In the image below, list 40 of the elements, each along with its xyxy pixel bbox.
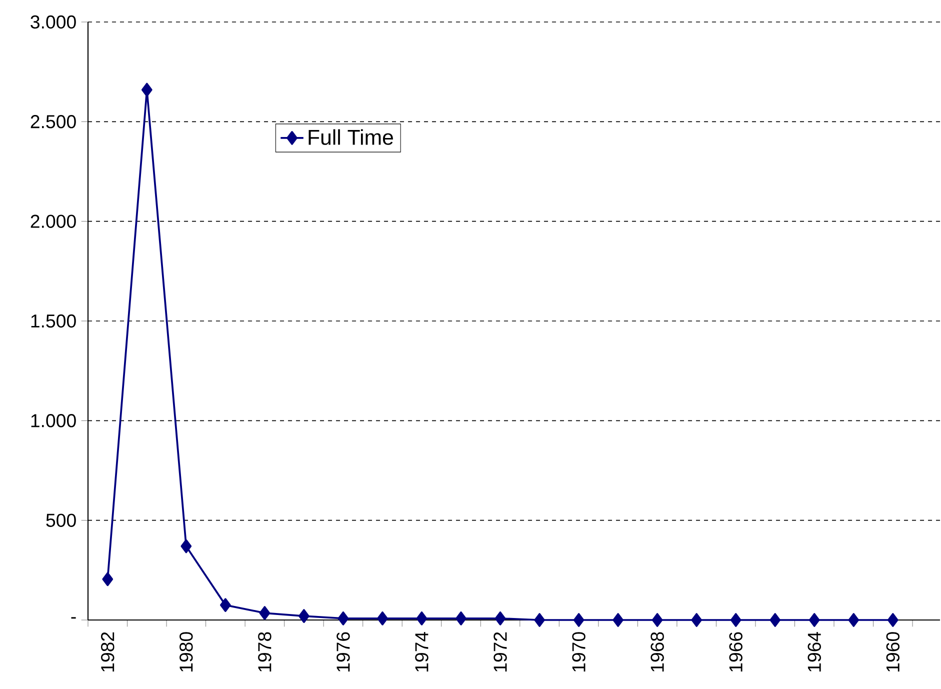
point bbox=[102, 572, 114, 586]
point bbox=[887, 613, 898, 627]
x-tick-label: 1970 bbox=[572, 632, 586, 672]
y-tick-label: 1.000 bbox=[31, 414, 76, 428]
point bbox=[456, 611, 466, 626]
y-tick-label: 3.000 bbox=[30, 15, 76, 29]
point bbox=[338, 611, 349, 626]
point bbox=[220, 598, 231, 612]
x-tick-label: 1972 bbox=[494, 632, 507, 672]
x-tick-label: 1966 bbox=[729, 632, 742, 672]
y-tick-label: - bbox=[71, 617, 76, 619]
point bbox=[848, 613, 860, 627]
point bbox=[652, 613, 663, 627]
x-tick-label: 1964 bbox=[808, 632, 821, 672]
x-tick-label: 1982 bbox=[101, 632, 114, 672]
x-tick-label: 1960 bbox=[886, 632, 900, 672]
point bbox=[808, 613, 820, 627]
y-tick-label: 2.000 bbox=[30, 214, 76, 228]
point bbox=[180, 539, 192, 554]
point bbox=[259, 606, 270, 620]
point bbox=[612, 613, 624, 627]
point bbox=[141, 82, 152, 97]
x-tick-label: 1968 bbox=[650, 632, 664, 672]
point bbox=[534, 613, 545, 627]
x-tick-label: 1978 bbox=[258, 632, 272, 672]
point bbox=[377, 611, 388, 626]
y-tick-label: 2.500 bbox=[30, 115, 76, 128]
point bbox=[494, 611, 506, 626]
point bbox=[691, 613, 702, 627]
point bbox=[770, 613, 781, 627]
legend-label: Full Time bbox=[308, 129, 393, 145]
y-tick-label: 1.500 bbox=[31, 314, 76, 328]
point bbox=[573, 613, 584, 627]
x-tick-label: 1976 bbox=[336, 632, 350, 672]
y-tick-label: 500 bbox=[46, 514, 76, 527]
x-tick-label: 1974 bbox=[415, 632, 428, 672]
x-tick-label: 1980 bbox=[180, 632, 193, 672]
point bbox=[298, 609, 310, 623]
point bbox=[730, 613, 742, 627]
point bbox=[416, 611, 428, 626]
